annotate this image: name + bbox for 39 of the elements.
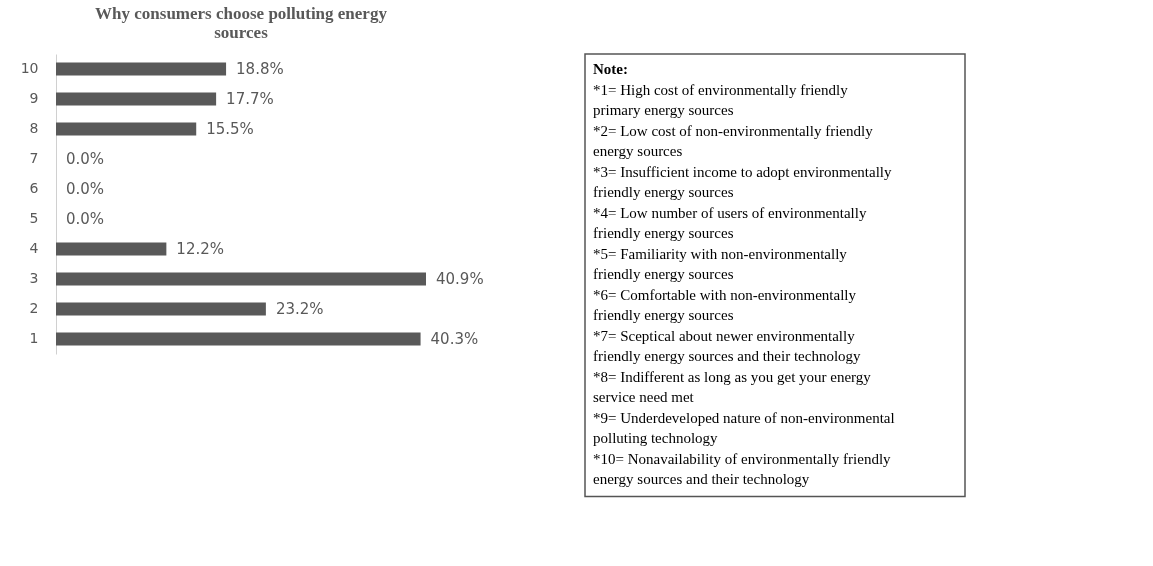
data-label: 0.0%: [66, 180, 105, 198]
text: *5= Familiarity with non-environmentally friendly energy sources: [593, 245, 848, 282]
y-tick-label: 3: [29, 270, 39, 286]
y-tick-label: 8: [29, 120, 39, 136]
data-label: 12.2%: [176, 240, 225, 258]
bar: [56, 62, 227, 76]
y-tick-label: 1: [29, 330, 39, 346]
text: *8= Indifferent as long as you get your energy service need met: [593, 368, 872, 405]
y-tick-label: 10: [20, 60, 39, 76]
data-label: 0.0%: [66, 210, 105, 228]
text: *3= Insufficient income to adopt environmentally friendly energy sources: [593, 163, 893, 200]
data-label: 17.7%: [226, 90, 274, 108]
text: *9= Underdeveloped nature of non-environmental polluting technology: [593, 409, 895, 446]
text: *2= Low cost of non-environmentally friendly energy sources: [593, 122, 874, 159]
y-tick-label: 7: [29, 150, 39, 166]
chart-title: Why consumers choose polluting energy sources: [95, 4, 388, 42]
data-label: 40.3%: [430, 330, 479, 348]
bar: [56, 302, 266, 316]
text: *1= High cost of environmentally friendly primary energy sources: [593, 81, 849, 118]
text: *6= Comfortable with non-environmentally friendly energy sources: [593, 286, 857, 323]
text: *4= Low number of users of environmentally friendly energy sources: [593, 204, 867, 241]
text: *10= Nonavailability of environmentally friendly energy sources and their technology: [593, 450, 892, 487]
y-tick-label: 9: [29, 90, 39, 106]
text: Note:: [593, 61, 628, 77]
text: *7= Sceptical about newer environmentally friendly energy sources and their technology: [593, 327, 862, 364]
data-label: 15.5%: [206, 120, 254, 138]
y-tick-label: 4: [29, 240, 39, 256]
data-label: 0.0%: [66, 150, 105, 168]
y-tick-label: 2: [29, 300, 39, 316]
bar: [56, 122, 197, 136]
bar: [56, 272, 426, 286]
y-tick-label: 5: [29, 210, 39, 226]
data-label: 40.9%: [436, 270, 484, 288]
data-label: 18.8%: [236, 60, 284, 78]
bar: [56, 92, 217, 106]
bar: [56, 242, 167, 256]
bar: [56, 332, 421, 346]
data-label: 23.2%: [275, 300, 324, 318]
y-tick-label: 6: [29, 180, 39, 196]
